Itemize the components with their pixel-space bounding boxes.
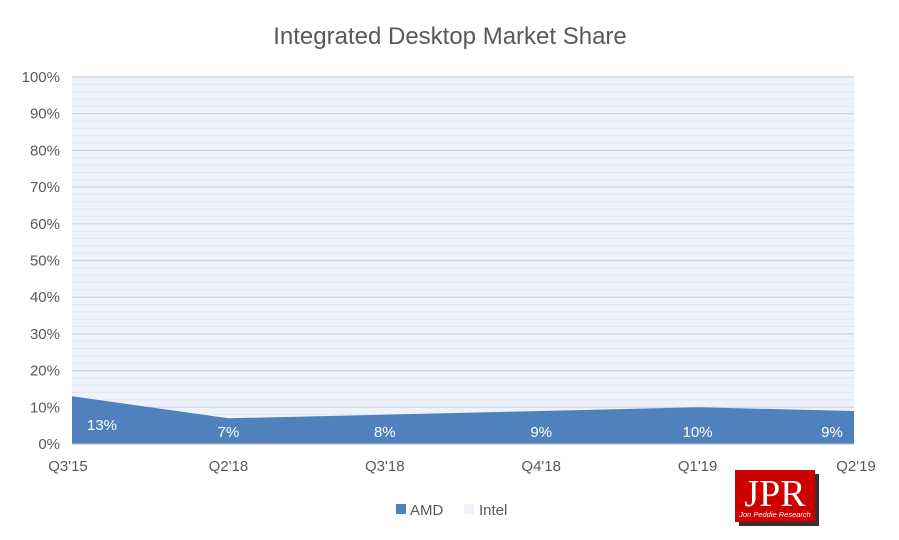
y-tick-label: 80% [30,142,60,159]
data-label-amd: 8% [374,424,396,441]
data-label-amd: 9% [821,424,843,441]
x-tick-label: Q3'15 [48,458,88,475]
y-tick-label: 100% [22,69,60,86]
x-tick-label: Q1'19 [678,458,718,475]
y-tick-label: 50% [30,253,60,270]
y-axis-ticks: 0% 10% 20% 30% 40% 50% 60% 70% 80% 90% 100% [22,69,854,453]
legend-label-amd: AMD [410,502,444,519]
jpr-logo: JPR Jon Peddie Research [735,470,819,526]
x-tick-label: Q2'18 [209,458,249,475]
data-label-amd: 13% [87,417,117,434]
area-series [72,77,854,419]
y-tick-label: 90% [30,106,60,123]
data-label-amd: 7% [218,424,240,441]
y-tick-label: 70% [30,179,60,196]
legend-swatch-intel [464,504,474,514]
legend-label-intel: Intel [479,502,507,519]
area-amd [72,396,854,444]
x-tick-label: Q3'18 [365,458,405,475]
logo-caption: Jon Peddie Research [738,510,811,519]
logo-box [735,470,815,522]
y-tick-label: 20% [30,363,60,380]
logo-mark: JPR [744,473,806,515]
area-intel [72,77,854,419]
area-amd-group [72,396,854,444]
y-tick-label: 30% [30,326,60,343]
chart-title: Integrated Desktop Market Share [273,23,627,50]
data-label-amd: 9% [530,424,552,441]
x-tick-label: Q4'18 [521,458,561,475]
x-axis-ticks: Q3'15 Q2'18 Q3'18 Q4'18 Q1'19 Q2'19 [48,458,876,475]
legend-swatch-amd [396,504,406,514]
y-tick-label: 0% [38,436,60,453]
legend: AMD Intel [396,502,507,519]
data-labels: 13% 7% 8% 9% 10% 9% [87,417,843,441]
data-label-amd: 10% [683,424,713,441]
x-tick-label: Q2'19 [836,458,876,475]
y-tick-label: 10% [30,399,60,416]
y-tick-label: 40% [30,289,60,306]
y-tick-label: 60% [30,216,60,233]
